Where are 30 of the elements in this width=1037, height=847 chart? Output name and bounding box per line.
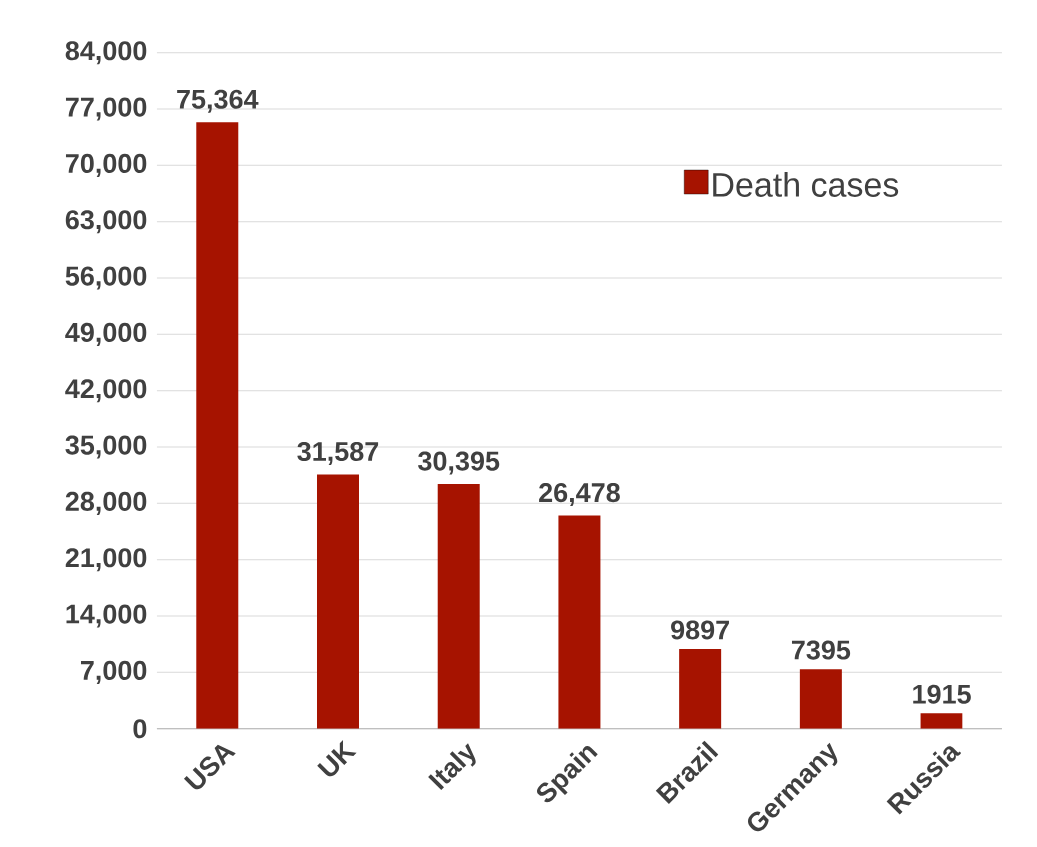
- data-label: 1915: [913, 684, 971, 704]
- y-tick-label: 0: [133, 719, 147, 739]
- bar: [920, 713, 963, 729]
- y-tick-label: 77,000: [65, 97, 147, 121]
- y-tick-label: 21,000: [65, 548, 147, 572]
- y-tick-label: 35,000: [65, 435, 147, 459]
- x-tick-label: USA: [183, 744, 236, 790]
- y-tick-label: 70,000: [65, 153, 147, 177]
- bar: [679, 649, 722, 729]
- y-tick-label: 14,000: [66, 604, 147, 628]
- y-tick-label: 56,000: [65, 266, 147, 290]
- legend-label: Death cases: [713, 171, 899, 197]
- data-label: 7395: [791, 640, 851, 660]
- y-tick-label: 28,000: [65, 491, 147, 515]
- y-tick-label: 49,000: [65, 322, 147, 346]
- data-label: 30,395: [418, 451, 500, 475]
- y-tick-label: 63,000: [65, 210, 147, 234]
- data-label: 31,587: [297, 441, 379, 465]
- bar: [558, 515, 601, 729]
- x-tick-label: UK: [317, 739, 357, 777]
- data-label: 9897: [671, 620, 729, 640]
- y-tick-label: 42,000: [65, 379, 147, 403]
- data-label: 26,478: [539, 483, 620, 507]
- bar: [317, 474, 359, 729]
- bar: [196, 122, 239, 729]
- y-tick-label: 84,000: [65, 41, 147, 65]
- bar: [799, 669, 842, 729]
- y-tick-label: 7,000: [80, 660, 147, 684]
- bar: [437, 484, 480, 729]
- data-label: 75,364: [177, 89, 259, 113]
